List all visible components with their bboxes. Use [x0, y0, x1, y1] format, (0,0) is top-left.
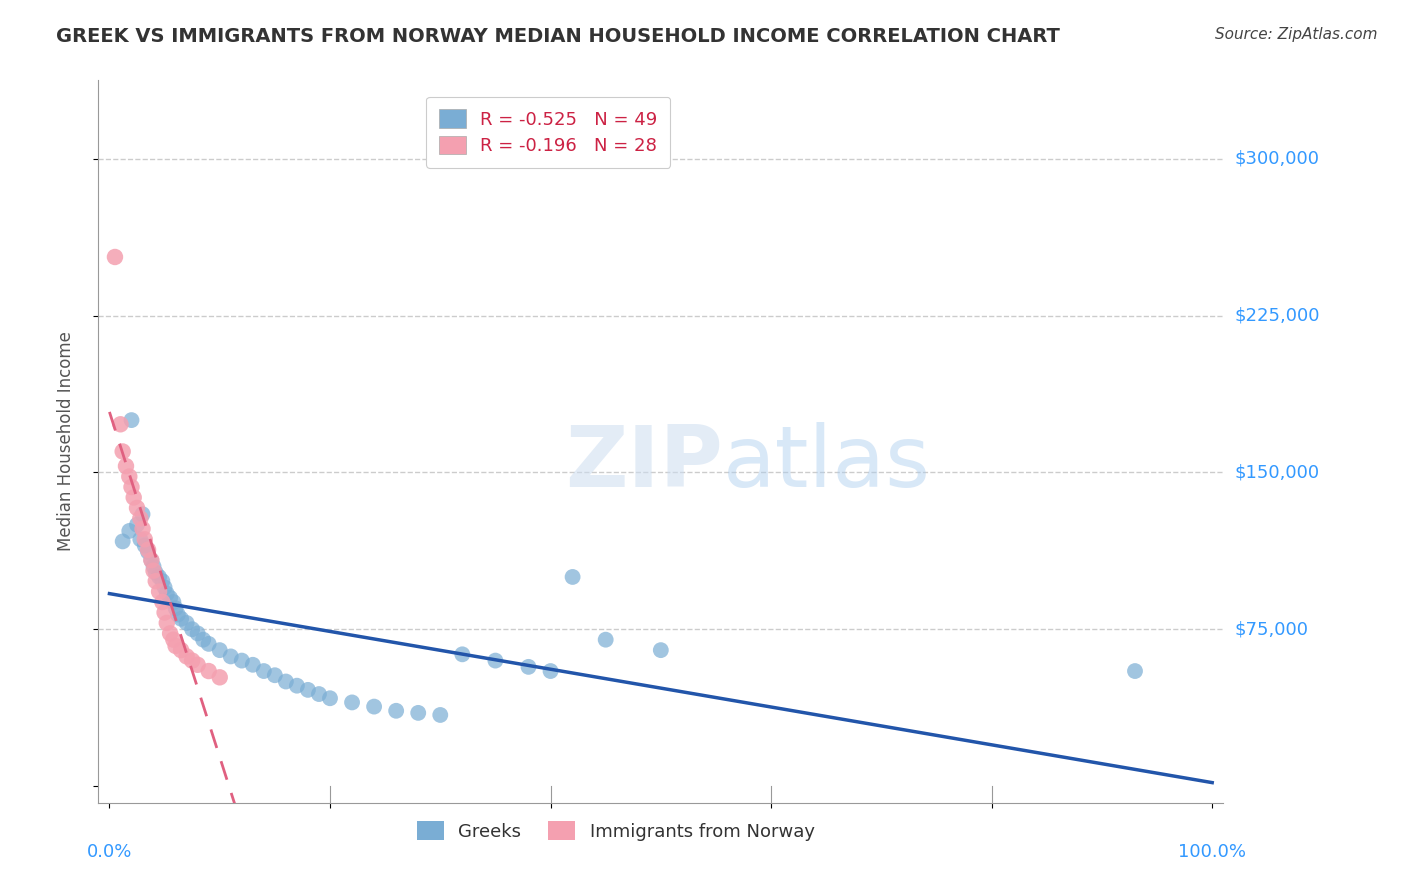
Point	[176, 649, 198, 664]
Point	[181, 622, 204, 636]
Point	[118, 469, 141, 483]
Point	[363, 699, 385, 714]
Point	[162, 595, 184, 609]
Point	[197, 664, 219, 678]
Point	[170, 643, 193, 657]
Text: $150,000: $150,000	[1234, 463, 1320, 482]
Text: atlas: atlas	[723, 422, 931, 505]
Point	[187, 626, 209, 640]
Point	[134, 533, 156, 547]
Point	[595, 632, 617, 647]
Point	[650, 643, 672, 657]
Point	[141, 553, 163, 567]
Point	[129, 511, 152, 525]
Point	[129, 533, 152, 547]
Point	[153, 581, 176, 595]
Point	[429, 708, 451, 723]
Text: $300,000: $300,000	[1234, 150, 1319, 168]
Text: 0.0%: 0.0%	[87, 843, 132, 861]
Point	[110, 417, 132, 432]
Point	[208, 670, 231, 684]
Point	[111, 534, 134, 549]
Point	[136, 545, 159, 559]
Point	[451, 648, 474, 662]
Point	[131, 507, 153, 521]
Point	[148, 584, 170, 599]
Point	[274, 674, 297, 689]
Point	[308, 687, 330, 701]
Point	[162, 632, 184, 647]
Text: GREEK VS IMMIGRANTS FROM NORWAY MEDIAN HOUSEHOLD INCOME CORRELATION CHART: GREEK VS IMMIGRANTS FROM NORWAY MEDIAN H…	[56, 27, 1060, 45]
Point	[1123, 664, 1146, 678]
Point	[165, 639, 187, 653]
Point	[153, 606, 176, 620]
Point	[263, 668, 285, 682]
Point	[111, 444, 134, 458]
Point	[121, 480, 143, 494]
Point	[125, 517, 148, 532]
Point	[142, 559, 165, 574]
Point	[242, 657, 264, 672]
Point	[166, 607, 188, 622]
Point	[115, 459, 138, 474]
Text: ZIP: ZIP	[565, 422, 723, 505]
Point	[145, 574, 167, 588]
Point	[145, 566, 167, 580]
Point	[297, 682, 319, 697]
Point	[561, 570, 583, 584]
Point	[219, 649, 242, 664]
Point	[406, 706, 429, 720]
Point	[104, 250, 127, 264]
Point	[170, 612, 193, 626]
Point	[141, 553, 163, 567]
Point	[136, 542, 159, 557]
Point	[150, 574, 173, 588]
Point	[253, 664, 276, 678]
Y-axis label: Median Household Income: Median Household Income	[56, 332, 75, 551]
Point	[197, 637, 219, 651]
Point	[540, 664, 562, 678]
Point	[150, 595, 173, 609]
Point	[142, 564, 165, 578]
Point	[159, 626, 181, 640]
Point	[121, 413, 143, 427]
Point	[176, 615, 198, 630]
Point	[165, 601, 187, 615]
Point	[319, 691, 342, 706]
Point	[125, 500, 148, 515]
Text: $75,000: $75,000	[1234, 620, 1309, 639]
Point	[517, 660, 540, 674]
Point	[122, 491, 145, 505]
Point	[193, 632, 215, 647]
Legend: Greeks, Immigrants from Norway: Greeks, Immigrants from Norway	[409, 814, 823, 848]
Point	[134, 539, 156, 553]
Text: 100.0%: 100.0%	[1178, 843, 1246, 861]
Point	[181, 654, 204, 668]
Point	[340, 695, 363, 709]
Point	[187, 657, 209, 672]
Text: Source: ZipAtlas.com: Source: ZipAtlas.com	[1215, 27, 1378, 42]
Point	[118, 524, 141, 538]
Point	[385, 704, 408, 718]
Point	[208, 643, 231, 657]
Point	[148, 570, 170, 584]
Point	[484, 654, 506, 668]
Point	[231, 654, 253, 668]
Point	[285, 679, 308, 693]
Point	[131, 522, 153, 536]
Point	[156, 587, 179, 601]
Point	[159, 591, 181, 605]
Text: $225,000: $225,000	[1234, 307, 1320, 325]
Point	[156, 615, 179, 630]
